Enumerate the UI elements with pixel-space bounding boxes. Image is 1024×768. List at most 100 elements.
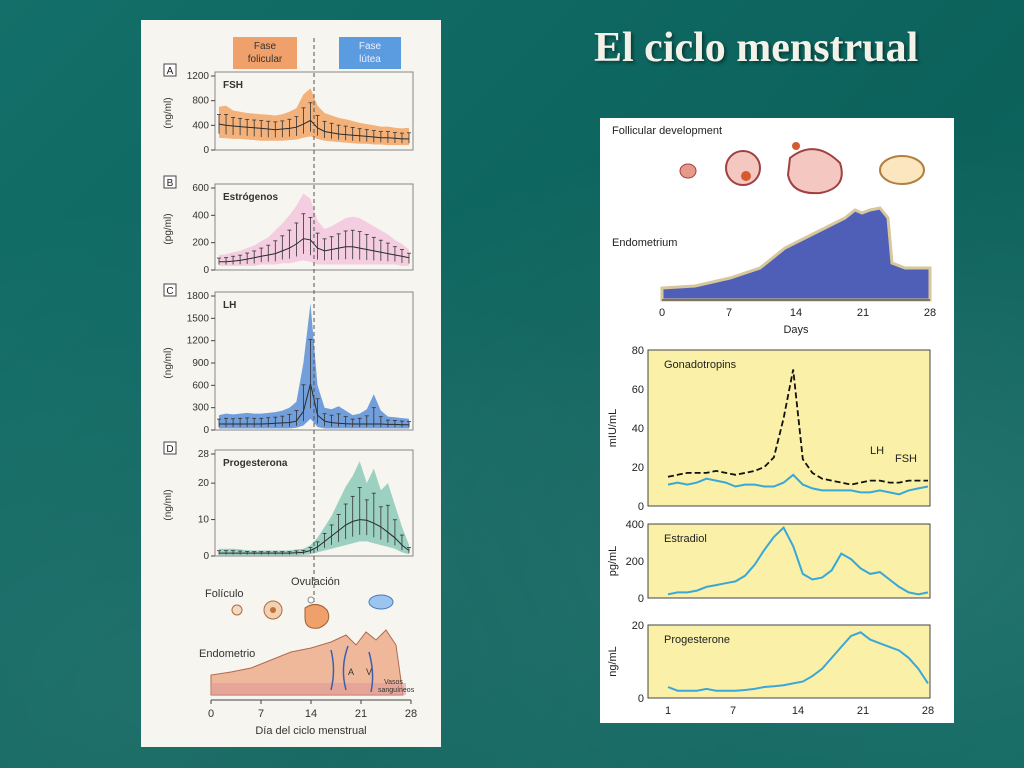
follicle-stage2-icon <box>725 150 761 186</box>
panel-hormone-label: Estrógenos <box>223 192 278 203</box>
y-tick-label: 28 <box>198 449 210 460</box>
left-x-axis-label: Día del ciclo menstrual <box>255 725 366 737</box>
hormone-panel-a: A 0 400 800 1200 FSH (ng/ml) <box>163 63 414 156</box>
oocyte-released-icon <box>307 596 315 604</box>
bottom-x-tick-label: 7 <box>730 705 736 717</box>
panel-hormone-label: LH <box>223 300 236 311</box>
y-tick-label: 0 <box>638 593 644 605</box>
ovulation-label: Ovulación <box>291 576 340 588</box>
estradiol-title: Estradiol <box>664 533 707 545</box>
y-tick-label: 300 <box>192 403 209 414</box>
y-tick-label: 400 <box>626 519 644 531</box>
bottom-x-tick-label: 28 <box>922 705 934 717</box>
phase-follicular-box <box>233 37 297 69</box>
lh-line <box>667 369 928 486</box>
y-tick-label: 800 <box>192 96 209 107</box>
bottom-x-tick-label: 1 <box>665 705 671 717</box>
y-tick-label: 0 <box>203 265 209 276</box>
panel-unit-label: (ng/ml) <box>163 347 174 378</box>
top-x-tick-label: 28 <box>924 307 936 319</box>
artery-label: A <box>348 667 354 677</box>
endometrium-right-label: Endometrium <box>612 237 677 249</box>
hormone-panel-b: B 0 200 400 600 Estrógenos (pg/ml) <box>163 175 414 276</box>
right-hormone-charts: 020406080GonadotropinsmIU/mLLHFSH0200400… <box>607 345 934 717</box>
top-x-tick-label: 7 <box>726 307 732 319</box>
y-tick-label: 20 <box>198 478 210 489</box>
bottom-x-ticks: 1 7 14 21 28 <box>665 705 934 717</box>
panel-letter-box <box>163 441 177 455</box>
y-tick-label: 80 <box>632 345 644 357</box>
progesterone-title: Progesterone <box>664 634 730 646</box>
y-tick-label: 0 <box>203 145 209 156</box>
fsh-series-label: FSH <box>895 453 917 465</box>
x-tick-label: 28 <box>405 708 417 720</box>
panel-letter: D <box>166 444 173 455</box>
endometrium-base <box>211 683 406 695</box>
phase-luteal-line1: Fase <box>359 41 382 52</box>
gonadotropins-title: Gonadotropins <box>664 359 737 371</box>
hormone-mean-line <box>219 519 410 554</box>
estradiol-panel-bg <box>647 523 931 599</box>
bottom-x-tick-label: 14 <box>792 705 804 717</box>
y-tick-label: 20 <box>632 462 644 474</box>
hormone-band-c <box>219 303 409 429</box>
panel-letter: C <box>166 286 173 297</box>
corpus-luteum-icon <box>304 604 330 629</box>
follicle-stage2-oocyte <box>741 171 751 181</box>
y-tick-label: 40 <box>632 423 644 435</box>
follicle-label: Folículo <box>205 588 244 600</box>
right-figure-svg: Follicular development Endometrium 0 7 14 2… <box>607 125 936 717</box>
panel-hormone-label: Progesterona <box>223 458 288 469</box>
hormone-mean-line <box>219 383 409 426</box>
panel-letter: B <box>167 178 174 189</box>
follicle-rupture-icon <box>786 148 843 195</box>
x-tick-label: 7 <box>258 708 264 720</box>
estradiol-line <box>667 526 929 596</box>
hormone-panel-d: D 0 10 20 28 Progesterona (ng/ml) <box>163 441 414 562</box>
endometrium-label: Endometrio <box>199 648 255 660</box>
corpus-luteum-right-icon <box>879 155 925 185</box>
released-oocyte-icon <box>792 142 800 150</box>
left-hormone-charts: A04008001200FSH(ng/ml)B0200400600Estróge… <box>163 63 414 562</box>
y-tick-label: 0 <box>203 551 209 562</box>
y-tick-label: 400 <box>192 120 209 131</box>
phase-luteal-line2: lútea <box>359 54 381 65</box>
follicle-stage1-icon <box>679 163 697 179</box>
left-figure-svg: Fase folicular Fase lútea A 0 400 800 1200 FS… <box>163 37 417 737</box>
y-tick-label: 1200 <box>187 71 210 82</box>
phase-luteal-box <box>339 37 401 69</box>
panel-progesterone: 0 20 Progesterone ng/mL <box>607 620 931 705</box>
y-tick-label: 1500 <box>187 313 210 324</box>
progesterone-line <box>667 631 929 692</box>
endometrium-right-tissue <box>660 206 932 302</box>
follicle-small-icon <box>231 604 243 616</box>
top-x-tick-label: 21 <box>857 307 869 319</box>
y-tick-label: 20 <box>632 620 644 632</box>
vessels-label-line2: sanguíneos <box>378 687 415 694</box>
days-label: Days <box>783 324 809 336</box>
y-tick-label: 10 <box>198 515 210 526</box>
progesterone-unit: ng/mL <box>607 646 619 677</box>
vessels-label-line1: Vasos <box>384 679 403 686</box>
follicular-development-label: Follicular development <box>612 125 722 137</box>
top-x-tick-label: 14 <box>790 307 802 319</box>
gonadotropins-panel-bg <box>647 349 931 507</box>
y-tick-label: 60 <box>632 384 644 396</box>
y-tick-label: 0 <box>638 501 644 513</box>
y-tick-label: 200 <box>192 238 209 249</box>
x-tick-label: 21 <box>355 708 367 720</box>
corpus-albicans-icon <box>368 594 394 610</box>
y-tick-label: 1200 <box>187 336 210 347</box>
left-x-ticks: 0 7 14 21 28 <box>208 700 417 720</box>
blood-vessels-icon <box>330 645 374 693</box>
endometrium-tissue <box>210 629 404 696</box>
phase-follicular-line2: folicular <box>248 54 283 65</box>
lh-series-label: LH <box>870 445 884 457</box>
gonadotropins-unit: mIU/mL <box>607 409 619 448</box>
progesterone-panel-bg <box>647 624 931 699</box>
panel-gonadotropins: 0 20 40 60 80 Gonadotropins mIU/mL LH FSH <box>607 345 931 513</box>
top-x-tick-label: 0 <box>659 307 665 319</box>
panel-unit-label: (ng/ml) <box>163 97 174 128</box>
panel-unit-label: (pg/ml) <box>163 213 174 244</box>
right-top-x-ticks: 0 7 14 21 28 <box>659 307 936 319</box>
